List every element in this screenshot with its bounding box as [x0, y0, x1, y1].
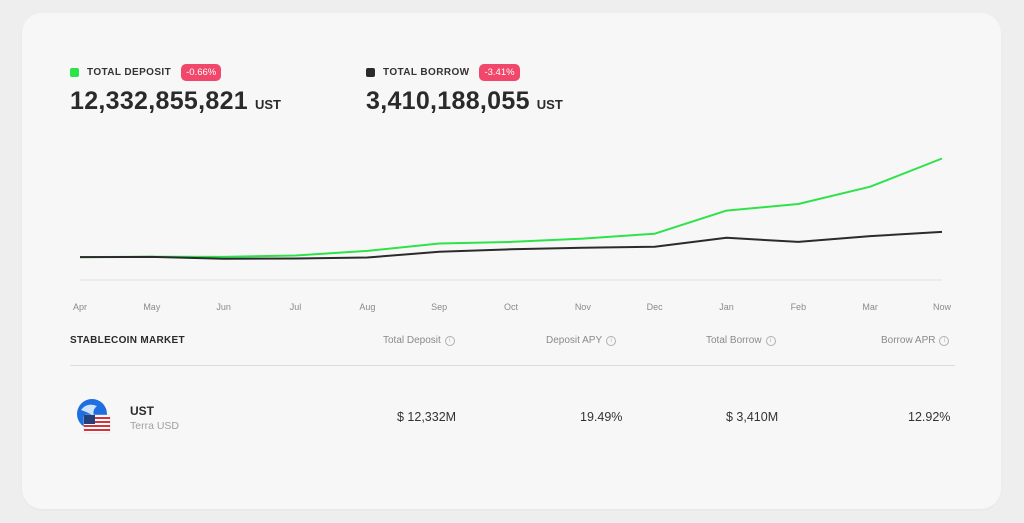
- info-circle-icon[interactable]: i: [765, 335, 776, 346]
- col-header-borrow-apr: Borrow APR i: [881, 335, 950, 346]
- x-tick-label: Sep: [431, 302, 447, 312]
- ust-coin-icon: [77, 399, 111, 434]
- deposit-change-badge: -0.66%: [181, 63, 222, 81]
- borrow-series-line: [79, 230, 943, 260]
- x-tick-label: Jan: [719, 302, 734, 312]
- x-tick-label: Mar: [862, 302, 878, 312]
- total-deposit-stat: TOTAL DEPOSIT -0.66% 12,332,855,821 UST: [70, 63, 281, 116]
- deposit-borrow-chart[interactable]: Apr May Jun Jul Aug Sep Oct Nov Dec Jan Feb Mar Now: [70, 143, 960, 313]
- chart-svg: Apr May Jun Jul Aug Sep Oct Nov Dec Jan Feb Mar Now: [73, 157, 952, 312]
- x-tick-label: Feb: [791, 302, 807, 312]
- total-borrow-stat: TOTAL BORROW -3.41% 3,410,188,055 UST: [366, 63, 563, 116]
- x-tick-label: Nov: [575, 302, 592, 312]
- total-borrow-label: TOTAL BORROW: [383, 66, 470, 78]
- cell-total-borrow: $ 3,410M: [726, 410, 779, 424]
- col-header-market: STABLECOIN MARKET: [70, 335, 185, 346]
- stablecoin-market-table: STABLECOIN MARKET Total Deposit i Deposit…: [70, 331, 955, 466]
- col-header-total-borrow: Total Borrow i: [706, 335, 776, 346]
- total-deposit-label: TOTAL DEPOSIT: [87, 66, 172, 78]
- borrow-change-badge: -3.41%: [479, 63, 520, 81]
- total-borrow-unit: UST: [536, 97, 563, 112]
- borrow-legend-marker: [366, 67, 375, 77]
- col-header-total-deposit: Total Deposit i: [383, 335, 455, 346]
- x-tick-label: Dec: [647, 302, 664, 312]
- coin-symbol: UST: [130, 404, 154, 418]
- cell-total-deposit: $ 12,332M: [397, 410, 457, 424]
- x-tick-label: May: [143, 302, 161, 312]
- col-header-deposit-apy: Deposit APY i: [546, 335, 617, 346]
- cell-deposit-apy: 19.49%: [580, 410, 623, 424]
- coin-name: Terra USD: [130, 420, 180, 432]
- x-tick-label: Apr: [73, 302, 87, 312]
- total-deposit-value: 12,332,855,821: [70, 87, 248, 115]
- info-circle-icon[interactable]: i: [939, 335, 950, 346]
- total-deposit-unit: UST: [254, 97, 281, 112]
- deposit-legend-marker: [70, 67, 79, 77]
- table-row[interactable]: UST Terra USD $ 12,332M 19.49% $ 3,410M …: [70, 366, 955, 466]
- table-header: STABLECOIN MARKET Total Deposit i Deposit…: [70, 331, 955, 366]
- x-tick-label: Now: [933, 302, 952, 312]
- info-circle-icon[interactable]: i: [444, 335, 455, 346]
- x-tick-label: Aug: [359, 302, 375, 312]
- total-borrow-value: 3,410,188,055: [366, 87, 530, 115]
- x-tick-label: Jul: [290, 302, 302, 312]
- cell-borrow-apr: 12.92%: [908, 410, 951, 424]
- market-overview-card: TOTAL DEPOSIT -0.66% 12,332,855,821 UST …: [22, 13, 1001, 509]
- x-tick-label: Oct: [504, 302, 519, 312]
- deposit-series-line: [79, 157, 943, 259]
- info-circle-icon[interactable]: i: [606, 335, 617, 346]
- x-tick-label: Jun: [216, 302, 231, 312]
